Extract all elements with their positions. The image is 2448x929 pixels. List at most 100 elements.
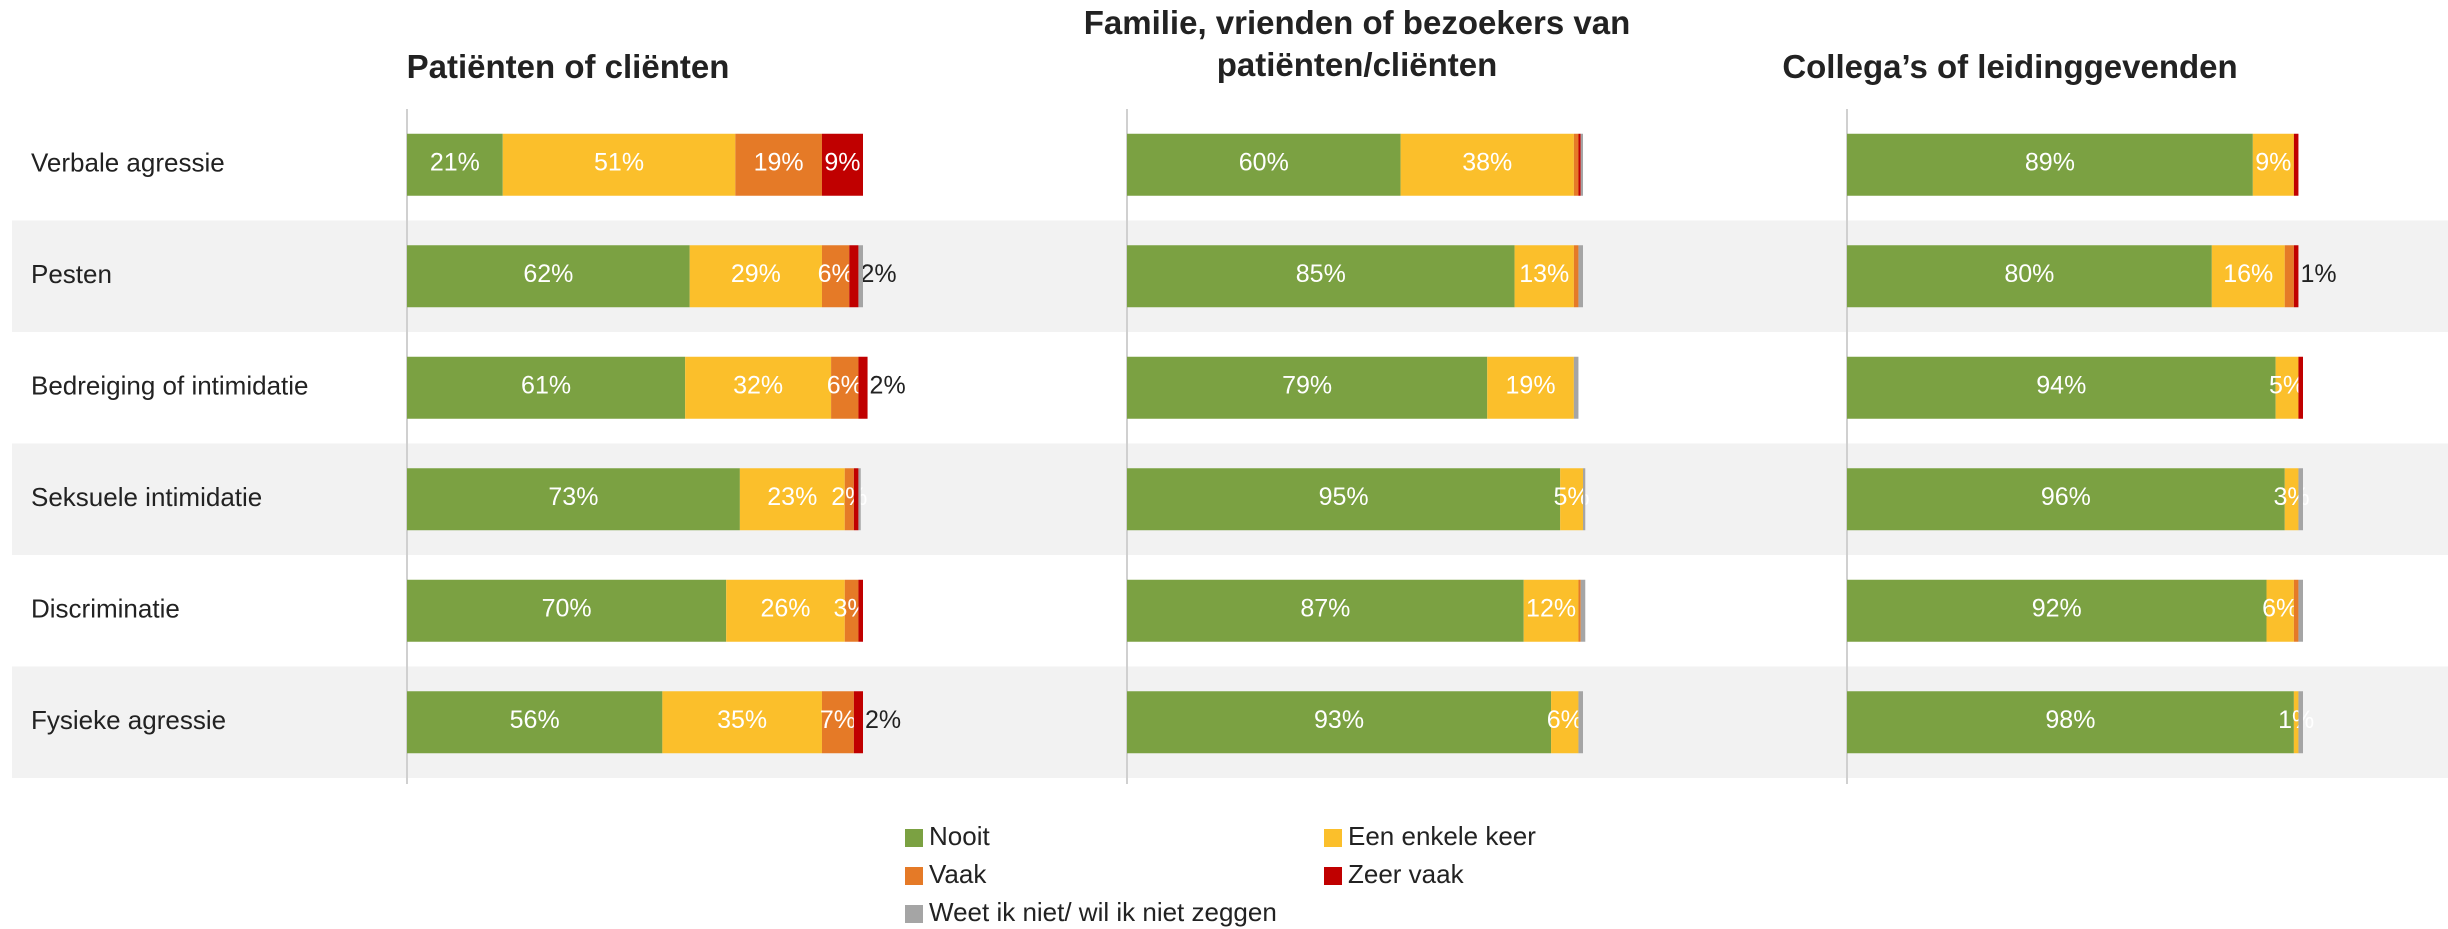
bar-segment [821,133,863,196]
bar-segment [407,245,690,308]
bar-segment [2293,245,2299,308]
category-label: Pesten [31,259,112,289]
data-label: 6% [2262,594,2298,622]
data-label: 38% [1462,148,1512,176]
bar-segment [1127,468,1561,531]
category-label: Seksuele intimidatie [31,482,262,512]
chart-title: Collega’s of leidinggevenden [1782,48,2238,85]
data-label: 80% [2004,260,2054,288]
bar-segment [735,133,822,196]
bar-segment [858,356,868,419]
bar-segment [1127,245,1515,308]
data-label: 19% [1506,371,1556,399]
data-label: 6% [818,260,854,288]
data-label: 51% [594,148,644,176]
bar-segment [1560,468,1583,531]
bar-segment [844,468,854,531]
data-label: 60% [1239,148,1289,176]
bar-segment [407,468,740,531]
bar-segment [1514,245,1574,308]
bar-segment [1127,579,1524,642]
data-label: 16% [2223,260,2273,288]
bar-segment [831,356,859,419]
bar-segment [1578,245,1583,308]
bar-segment [1847,245,2212,308]
bar-segment [1573,133,1579,196]
bar-segment [2252,133,2294,196]
bar-segment [2293,133,2299,196]
bar-segment [1578,691,1583,754]
bar-segment [2298,468,2303,531]
data-label: 23% [767,483,817,511]
bar-segment [849,245,859,308]
bar-segment [2266,579,2294,642]
bar-segment [1847,468,2285,531]
category-label: Verbale agressie [31,148,225,178]
data-label: 98% [2045,706,2095,734]
chart-title: Patiënten of cliënten [406,48,730,85]
data-label: 9% [824,148,860,176]
legend-swatch [1324,867,1342,885]
data-label: 21% [430,148,480,176]
legend-label: Nooit [929,821,990,851]
bar-segment [1551,691,1579,754]
bar-segment [407,356,686,419]
category-label: Bedreiging of intimidatie [31,371,309,401]
bar-segment [853,468,859,531]
bar-segment [858,468,861,531]
bar-segment [1847,691,2294,754]
data-label: 61% [521,371,571,399]
bar-segment [1127,691,1552,754]
bar-segment [1578,133,1581,196]
bar-segment [1523,579,1579,642]
bar-segment [853,691,863,754]
data-label: 79% [1282,371,1332,399]
bar-segment [1583,468,1586,531]
bar-segment [2293,691,2299,754]
data-label: 89% [2025,148,2075,176]
data-label: 56% [510,706,560,734]
data-label: 7% [820,706,856,734]
data-label: 6% [827,371,863,399]
bar-segment [2275,356,2299,419]
legend-label: Zeer vaak [1348,859,1465,889]
data-label: 3% [2274,483,2310,511]
data-label: 62% [523,260,573,288]
data-label: 2% [860,260,896,288]
bar-segment [407,691,663,754]
bar-segment [2293,579,2299,642]
data-label: 2% [870,371,906,399]
bar-segment [821,691,854,754]
bar-segment [1127,133,1401,196]
data-label: 35% [717,706,767,734]
bar-segment [2284,468,2299,531]
legend-label: Een enkele keer [1348,821,1536,851]
bar-segment [1580,133,1583,196]
bar-segment [502,133,736,196]
bar-segment [1400,133,1574,196]
legend-swatch [1324,829,1342,847]
data-label: 29% [731,260,781,288]
data-label: 3% [834,594,870,622]
bar-segment [2298,579,2303,642]
bar-segment [1127,356,1488,419]
bar-segment [662,691,822,754]
legend-swatch [905,905,923,923]
legend-swatch [905,867,923,885]
data-label: 73% [548,483,598,511]
legend-label: Weet ik niet/ wil ik niet zeggen [929,897,1277,927]
data-label: 87% [1300,594,1350,622]
bar-segment [1573,356,1579,419]
legend-swatch [905,829,923,847]
category-label: Discriminatie [31,594,180,624]
data-label: 6% [1547,706,1583,734]
bar-segment [1847,579,2267,642]
data-label: 13% [1519,260,1569,288]
bar-segment [2284,245,2294,308]
bar-segment [407,579,727,642]
chart-title: Familie, vrienden of bezoekers van patië… [1083,4,1631,83]
bar-segment [1578,579,1581,642]
bar-segment [844,579,859,642]
